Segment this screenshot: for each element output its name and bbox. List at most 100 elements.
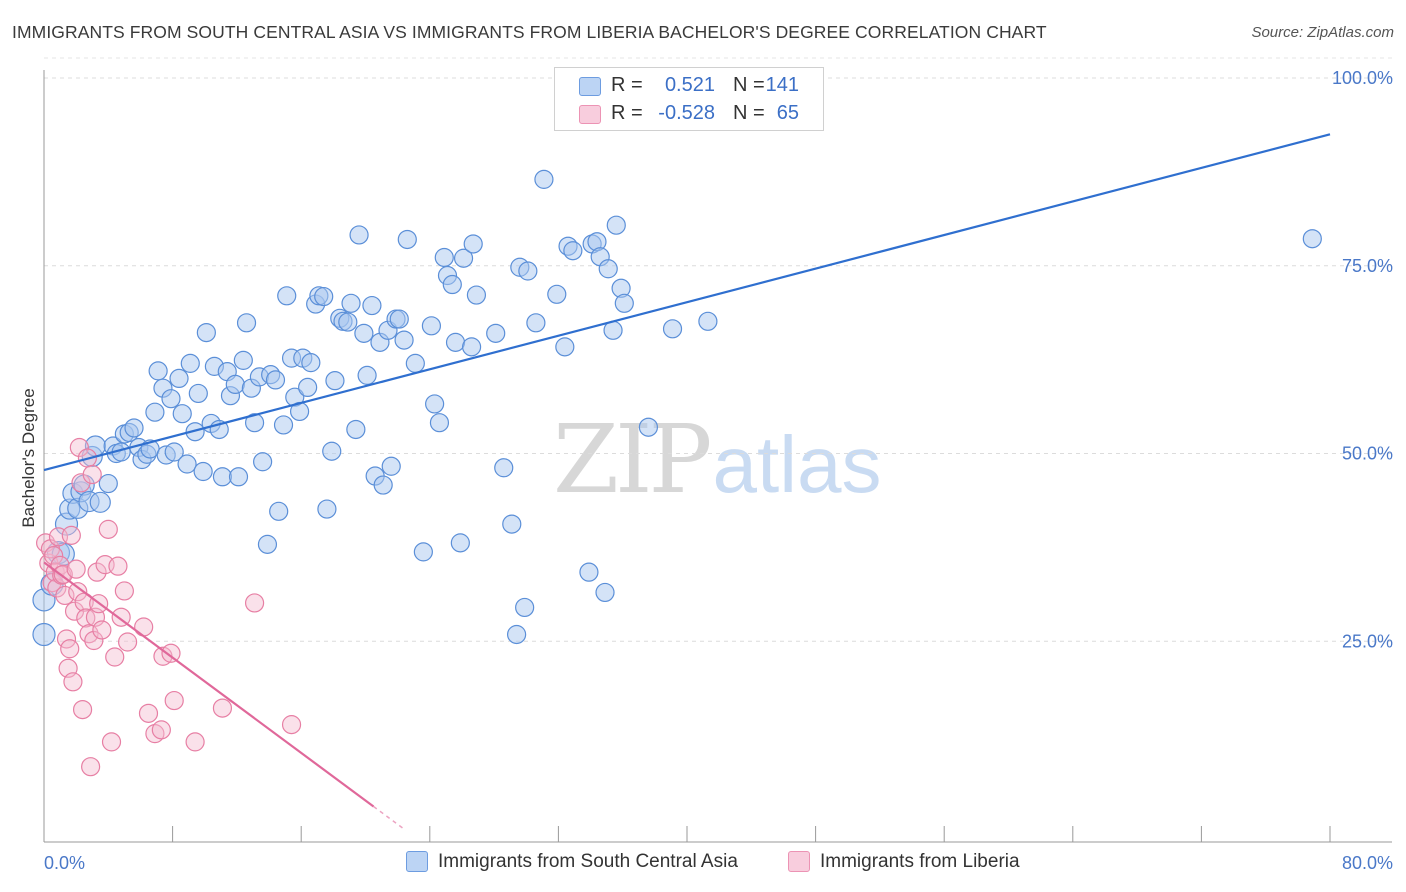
point-south-central-asia [164,442,184,462]
point-south-central-asia [298,377,318,398]
legend-row-pink: R = -0.528 N = 65 [555,100,823,128]
point-south-central-asia [257,534,278,554]
point-south-central-asia [453,248,474,268]
point-south-central-asia [301,353,321,373]
point-liberia [68,582,88,602]
point-south-central-asia [180,353,200,373]
point-south-central-asia [389,309,409,329]
point-south-central-asia [253,452,273,472]
legend-r-label: R = [611,102,643,124]
point-liberia [60,639,80,659]
x-tick-label-max: 80.0% [1342,853,1393,873]
point-south-central-asia [534,169,554,189]
point-south-central-asia [188,383,208,404]
point-liberia [82,464,102,485]
point-south-central-asia [89,491,111,513]
point-liberia [98,519,118,539]
point-south-central-asia [145,402,165,422]
y-tick-label: 100.0% [1332,68,1393,88]
grid-lines [44,57,1392,642]
point-liberia [244,593,265,613]
chart-title: IMMIGRANTS FROM SOUTH CENTRAL ASIA VS IM… [12,22,1047,42]
point-liberia [105,647,125,667]
point-south-central-asia [236,313,257,333]
legend-n-value: 141 [765,74,799,96]
point-south-central-asia [273,415,294,435]
point-south-central-asia [124,418,144,438]
bottom-legend-swatch-pink [788,851,810,873]
y-tick-label: 25.0% [1342,631,1393,651]
point-south-central-asia [338,312,358,332]
point-liberia [108,556,128,576]
point-south-central-asia [98,473,118,494]
watermark-zip: ZIP [553,405,712,515]
point-south-central-asia [547,284,567,304]
bottom-legend-item-pink: Immigrants from Liberia [788,851,1020,873]
point-south-central-asia [515,597,535,618]
legend-row-blue: R = 0.521 N = 141 [555,72,823,100]
point-south-central-asia [269,501,289,521]
point-liberia [151,720,171,740]
point-south-central-asia [196,322,216,343]
point-liberia [87,562,107,582]
watermark-atlas: atlas [712,420,882,509]
point-south-central-asia [225,374,245,395]
point-south-central-asia [161,389,181,409]
point-south-central-asia [325,371,345,391]
point-south-central-asia [346,419,366,440]
bottom-legend: Immigrants from South Central Asia Immig… [0,851,1406,879]
point-south-central-asia [526,313,546,333]
point-liberia [76,608,96,628]
point-south-central-asia [698,311,718,331]
point-south-central-asia [445,332,466,352]
point-south-central-asia [563,241,583,261]
bottom-legend-label-blue: Immigrants from South Central Asia [438,851,738,872]
trend-line-liberia [43,561,375,808]
point-south-central-asia [185,422,205,442]
point-liberia [81,757,101,777]
point-liberia [212,698,233,718]
legend-r-value: 0.521 [664,74,715,96]
legend-r-label: R = [611,74,643,96]
legend-n-label: N = [733,102,765,124]
point-south-central-asia [32,622,56,647]
point-south-central-asia [421,316,442,336]
point-south-central-asia [193,461,213,482]
point-south-central-asia [354,323,374,343]
point-south-central-asia [425,394,445,414]
point-south-central-asia [518,261,538,281]
point-south-central-asia [494,458,514,478]
point-south-central-asia [394,330,414,350]
point-south-central-asia [341,293,361,313]
point-south-central-asia [317,499,337,519]
point-liberia [92,620,112,640]
trend-line-liberia-extension [373,805,407,831]
point-south-central-asia [429,413,450,433]
point-liberia [134,617,154,637]
point-liberia [61,525,81,545]
point-south-central-asia [1302,229,1322,249]
series-liberia [36,437,302,777]
legend: R = 0.521 N = 141 R = -0.528 N = 65 [554,67,824,131]
bottom-legend-item-blue: Immigrants from South Central Asia [406,851,738,873]
point-liberia [84,630,104,651]
point-south-central-asia [265,370,286,390]
point-south-central-asia [638,417,659,437]
point-liberia [66,559,86,579]
point-south-central-asia [507,624,527,645]
trend-line-south-central-asia [43,133,1331,472]
point-south-central-asia [314,286,334,307]
point-south-central-asia [555,337,575,357]
point-south-central-asia [662,319,683,339]
point-liberia [55,585,75,606]
point-south-central-asia [450,533,470,553]
point-south-central-asia [169,368,189,388]
point-south-central-asia [322,441,342,461]
point-south-central-asia [349,225,369,245]
watermark: ZIPatlas [553,405,881,515]
point-south-central-asia [466,285,487,305]
bottom-legend-label-pink: Immigrants from Liberia [820,851,1020,872]
point-south-central-asia [405,353,425,373]
point-south-central-asia [177,454,197,474]
point-liberia [44,546,64,566]
